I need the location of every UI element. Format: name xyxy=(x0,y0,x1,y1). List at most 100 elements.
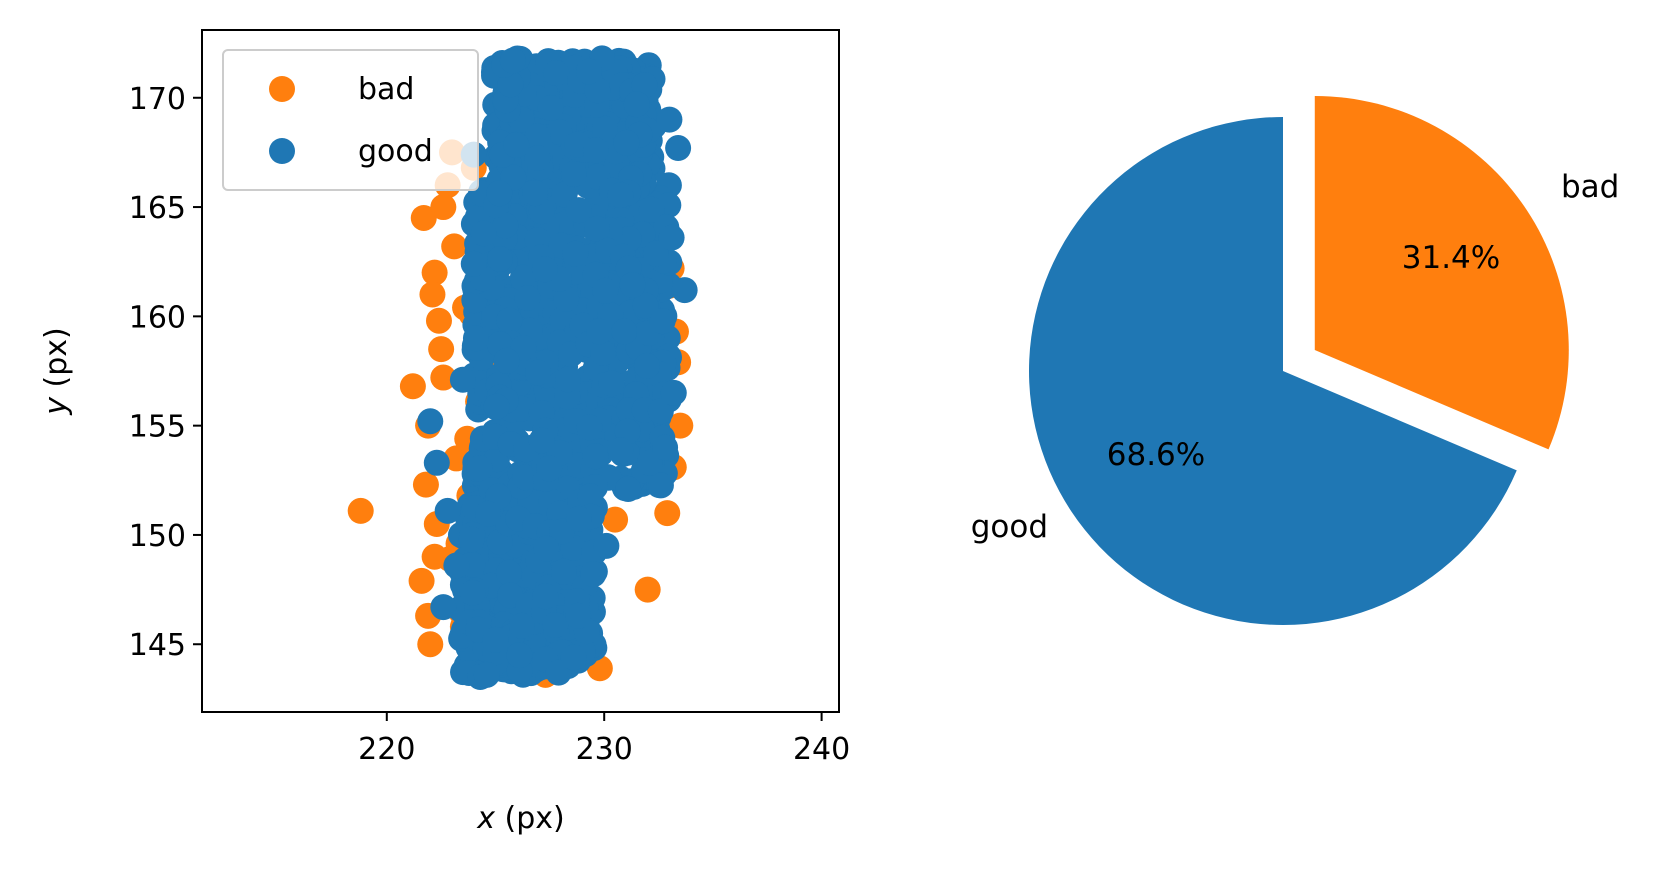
scatter-point-bad xyxy=(634,576,661,603)
scatter-point-good xyxy=(495,559,522,586)
scatter-point-good xyxy=(508,612,535,639)
scatter-point-good xyxy=(434,497,461,524)
pie-pct-good: 68.6% xyxy=(1107,437,1205,473)
scatter-point-good xyxy=(482,626,509,653)
scatter-point-good xyxy=(553,285,580,312)
scatter-point-good xyxy=(466,455,493,482)
x-tick-label: 220 xyxy=(358,732,415,767)
scatter-point-bad xyxy=(410,204,437,231)
scatter-x-axis-title: x (px) xyxy=(476,801,565,836)
scatter-point-good xyxy=(560,160,587,187)
scatter-point-good xyxy=(613,129,640,156)
scatter-point-good xyxy=(532,583,559,610)
pie-pct-bad: 31.4% xyxy=(1402,240,1500,276)
scatter-point-bad xyxy=(441,233,468,260)
scatter-point-good xyxy=(656,106,683,133)
scatter-point-bad xyxy=(412,471,439,498)
scatter-point-good xyxy=(473,661,500,688)
scatter-point-good xyxy=(528,427,555,454)
legend-label-good: good xyxy=(358,134,433,169)
scatter-x-axis-unit: (px) xyxy=(495,801,565,836)
scatter-point-bad xyxy=(399,373,426,400)
y-tick-label: 160 xyxy=(129,300,186,335)
y-tick-label: 150 xyxy=(129,519,186,554)
scatter-point-good xyxy=(580,561,607,588)
scatter-point-bad xyxy=(430,364,457,391)
scatter-point-good xyxy=(660,379,687,406)
scatter-point-good xyxy=(576,414,603,441)
scatter-point-bad xyxy=(428,336,455,363)
scatter-point-good xyxy=(443,552,470,579)
scatter-point-good xyxy=(512,464,539,491)
scatter-point-good xyxy=(562,240,589,267)
scatter-plot-area xyxy=(347,45,698,691)
scatter-point-good xyxy=(503,132,530,159)
scatter-point-good xyxy=(619,272,646,299)
scatter-point-good xyxy=(486,180,513,207)
scatter-point-good xyxy=(524,123,551,150)
y-tick-label: 165 xyxy=(129,191,186,226)
scatter-point-good xyxy=(524,145,551,172)
scatter-point-good xyxy=(460,250,487,277)
scatter-point-good xyxy=(652,434,679,461)
scatter-point-good xyxy=(577,483,604,510)
scatter-point-good xyxy=(536,455,563,482)
scatter-point-bad xyxy=(419,281,446,308)
scatter-point-good xyxy=(493,347,520,374)
scatter-point-good xyxy=(582,443,609,470)
scatter-y-axis-variable: y xyxy=(39,396,74,416)
scatter-point-good xyxy=(590,339,617,366)
scatter-point-good xyxy=(611,318,638,345)
scatter-point-good xyxy=(592,277,619,304)
pie-label-bad: bad xyxy=(1561,169,1619,205)
pie-slice-good xyxy=(1028,117,1517,625)
scatter-point-bad xyxy=(408,567,435,594)
scatter-point-good xyxy=(586,318,613,345)
pie-label-good: good xyxy=(971,509,1048,545)
scatter-point-bad xyxy=(425,307,452,334)
scatter-point-good xyxy=(632,292,659,319)
scatter-point-good xyxy=(593,532,620,559)
scatter-point-good xyxy=(522,180,549,207)
scatter-y-axis-title: y (px) xyxy=(39,327,74,416)
legend-marker-good xyxy=(269,138,295,164)
scatter-point-good xyxy=(607,182,634,209)
x-tick-label: 240 xyxy=(793,732,850,767)
scatter-point-good xyxy=(537,95,564,122)
scatter-point-good xyxy=(514,284,541,311)
scatter-point-bad xyxy=(602,506,629,533)
scatter-point-good xyxy=(554,366,581,393)
scatter-point-good xyxy=(533,535,560,562)
scatter-point-good xyxy=(647,398,674,425)
scatter-point-good xyxy=(575,58,602,85)
scatter-point-good xyxy=(430,594,457,621)
scatter-point-bad xyxy=(417,631,444,658)
scatter-point-good xyxy=(591,115,618,142)
scatter-point-bad xyxy=(347,497,374,524)
scatter-point-good xyxy=(458,526,485,553)
scatter-point-good xyxy=(499,47,526,74)
scatter-point-good xyxy=(649,308,676,335)
scatter-point-good xyxy=(417,408,444,435)
scatter-point-good xyxy=(531,256,558,283)
scatter-point-good xyxy=(560,644,587,671)
scatter-point-good xyxy=(492,212,519,239)
x-tick-label: 230 xyxy=(576,732,633,767)
scatter-point-good xyxy=(615,476,642,503)
scatter-point-good xyxy=(459,579,486,606)
scatter-point-good xyxy=(598,370,625,397)
pie-chart: good 68.6% bad 31.4% xyxy=(971,95,1619,625)
scatter-point-good xyxy=(638,196,665,223)
scatter-point-good xyxy=(475,500,502,527)
y-tick-label: 145 xyxy=(129,628,186,663)
scatter-point-bad xyxy=(421,543,448,570)
scatter-point-good xyxy=(633,352,660,379)
scatter-point-good xyxy=(542,611,569,638)
scatter-point-good xyxy=(565,602,592,629)
scatter-point-good xyxy=(462,325,489,352)
scatter-point-good xyxy=(647,472,674,499)
scatter-point-good xyxy=(496,307,523,334)
legend-box xyxy=(222,49,479,191)
scatter-point-good xyxy=(470,220,497,247)
scatter-point-good xyxy=(506,642,533,669)
